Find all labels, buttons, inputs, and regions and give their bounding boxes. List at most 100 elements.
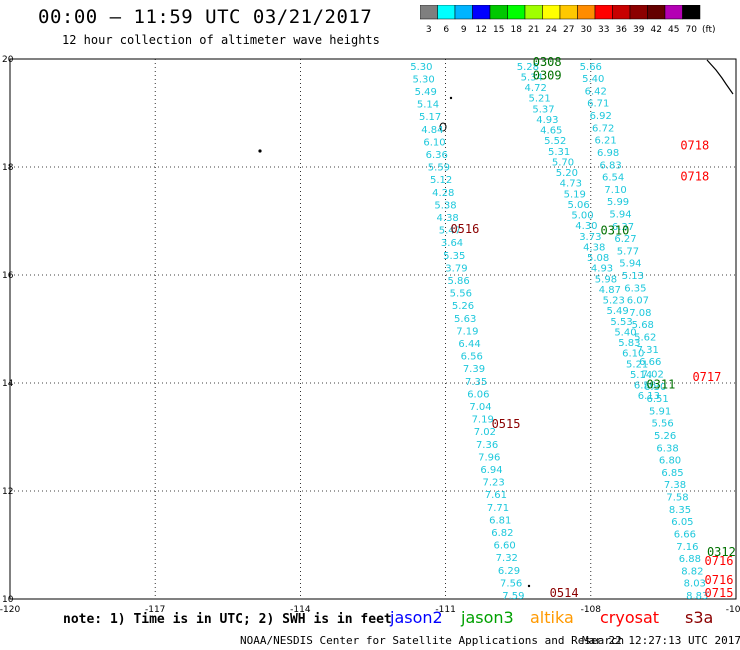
swh-value: 5.28 <box>517 62 539 73</box>
swh-value: 5.59 <box>428 163 450 174</box>
swh-value: 5.77 <box>617 246 639 257</box>
plot-frame <box>9 58 737 600</box>
swh-value: 6.27 <box>614 234 636 245</box>
legend-unit: (ft) <box>702 25 716 35</box>
legend-label: 21 <box>528 25 539 35</box>
pass-time-label: 0716 <box>705 554 734 568</box>
swh-value: 6.94 <box>480 465 502 476</box>
y-tick-label: 14 <box>2 379 14 389</box>
legend-label: 18 <box>511 25 523 35</box>
swh-value: 5.21 <box>626 359 648 370</box>
legend-label: 42 <box>651 25 662 35</box>
swh-value: 5.40 <box>614 327 636 338</box>
swh-value: 6.80 <box>659 456 681 467</box>
swh-value: 7.02 <box>642 369 664 380</box>
pass-time-label: 0715 <box>705 586 734 600</box>
swh-value: 5.08 <box>587 253 609 264</box>
pass-time-label: 0312 <box>707 545 736 559</box>
swh-value: 7.61 <box>485 490 507 501</box>
swh-value: 5.49 <box>607 306 629 317</box>
satellite-legend-altika: altika <box>530 608 574 627</box>
swh-value: 5.21 <box>528 94 550 105</box>
swh-value: 6.88 <box>679 554 701 565</box>
swh-value: 5.98 <box>595 274 617 285</box>
swh-value: 4.93 <box>591 264 613 275</box>
swh-value: 5.53 <box>610 317 632 328</box>
satellite-legend-cryosat: cryosat <box>600 608 660 627</box>
swh-value: 8.03 <box>684 579 706 590</box>
swh-value: 7.16 <box>676 542 698 553</box>
swh-value: 6.07 <box>627 296 649 307</box>
swh-value: 7.71 <box>487 503 509 514</box>
swh-value: 7.23 <box>483 478 505 489</box>
swh-value: 6.71 <box>587 99 609 110</box>
swh-value: 5.00 <box>571 211 593 222</box>
swh-value: 5.66 <box>580 62 602 73</box>
y-tick-label: 12 <box>2 487 13 497</box>
swh-value: 7.31 <box>637 345 659 356</box>
swh-value: 5.20 <box>556 168 578 179</box>
swh-value: 5.37 <box>532 104 554 115</box>
x-tick-label: -114 <box>290 605 311 615</box>
swh-value: 6.30 <box>644 382 666 393</box>
swh-value: 5.94 <box>619 259 641 270</box>
swh-value: 6.42 <box>585 86 607 97</box>
swh-value: 7.56 <box>500 578 522 589</box>
legend-label: 12 <box>476 25 487 35</box>
pass-time-label: 0310 <box>600 224 629 238</box>
swh-value: 5.19 <box>564 189 586 200</box>
swh-value: 6.36 <box>426 150 448 161</box>
swh-value: 7.19 <box>472 415 494 426</box>
swh-value: 6.92 <box>590 111 612 122</box>
swh-value: 7.02 <box>474 427 496 438</box>
swh-value: 7.39 <box>463 364 485 375</box>
swh-value: 4.65 <box>540 126 562 137</box>
swh-value: 8.35 <box>669 505 691 516</box>
swh-value: 5.17 <box>419 112 441 123</box>
legend-label: 24 <box>546 25 558 35</box>
swh-value: 5.49 <box>415 87 437 98</box>
swh-value: 6.13 <box>638 391 660 402</box>
swh-value: 4.38 <box>583 242 605 253</box>
swh-value: 6.83 <box>599 160 621 171</box>
swh-value: 5.56 <box>651 419 673 430</box>
swh-value: 5.23 <box>603 296 625 307</box>
x-tick-label: -111 <box>435 605 455 615</box>
legend-label: 45 <box>668 25 679 35</box>
legend-label: 39 <box>633 25 645 35</box>
swh-value: 6.29 <box>498 566 520 577</box>
swh-value: 6.66 <box>639 357 661 368</box>
swh-value: 5.12 <box>430 175 452 186</box>
swh-value: 6.60 <box>493 541 515 552</box>
y-tick-label: 16 <box>2 271 14 281</box>
swh-value: 5.99 <box>607 197 629 208</box>
swh-value: 6.06 <box>467 389 489 400</box>
wave-height-color-legend: 3 6 9 12 15 18 21 24 27 30 33 36 39 42 45 70 (ft) <box>420 5 716 35</box>
legend-label: 36 <box>616 25 628 35</box>
legend-label: 70 <box>686 25 698 35</box>
swh-value: 7.58 <box>666 493 688 504</box>
swh-value: 5.26 <box>452 301 474 312</box>
swh-value: 4.93 <box>536 115 558 126</box>
generated-timestamp: Mar 22 12:27:13 UTC 2017 <box>582 634 740 647</box>
swh-value: 4.73 <box>560 179 582 190</box>
swh-value: 6.21 <box>595 136 617 147</box>
swh-value: 5.62 <box>634 333 656 344</box>
swh-value: 6.44 <box>458 339 480 350</box>
legend-label: 33 <box>598 25 609 35</box>
swh-value: 3.73 <box>579 232 601 243</box>
swh-value: 5.13 <box>622 271 644 282</box>
pass-time-label: 0718 <box>680 139 709 153</box>
island-dot <box>527 584 531 588</box>
swh-value: 6.98 <box>597 148 619 159</box>
swh-value: 5.68 <box>632 320 654 331</box>
island-dot <box>258 149 262 153</box>
swh-value: 5.63 <box>454 314 476 325</box>
pass-time-label: 0516 <box>450 222 479 236</box>
swh-value: 4.28 <box>432 188 454 199</box>
swh-value: 5.34 <box>521 72 543 83</box>
satellite-legend-s3a: s3a <box>685 608 714 627</box>
credit-line: NOAA/NESDIS Center for Satellite Applica… <box>240 634 625 647</box>
swh-value: 6.82 <box>491 528 513 539</box>
